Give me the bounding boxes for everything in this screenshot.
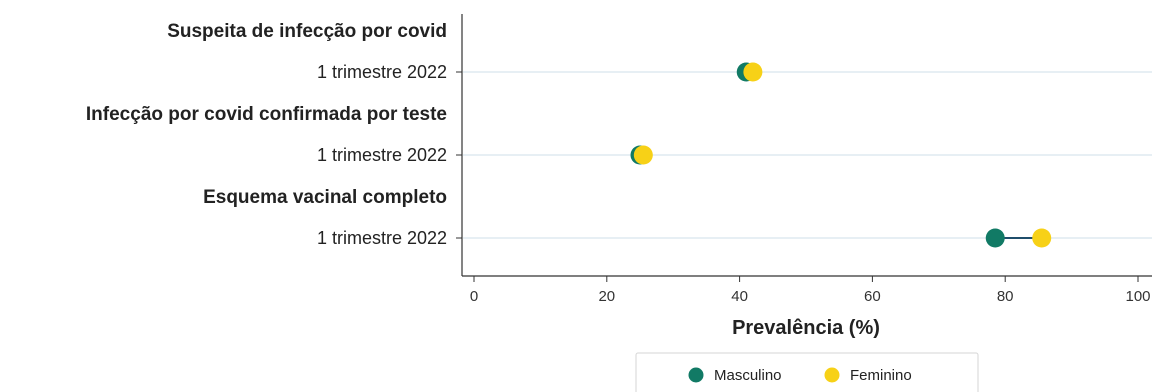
row-label-infeccao-por-covid-confirmada-por-teste: 1 trimestre 2022	[317, 145, 447, 165]
legend-box	[635, 352, 979, 392]
dot-feminino-suspeita-de-infeccao-por-covid	[743, 62, 763, 82]
legend-label-masculino: Masculino	[714, 367, 782, 384]
legend-marker-feminino	[824, 367, 840, 383]
x-tick-label-100: 100	[1125, 288, 1150, 305]
dot-feminino-esquema-vacinal-completo	[1032, 228, 1052, 248]
legend: Masculino Feminino	[635, 352, 979, 392]
x-tick-label-80: 80	[997, 288, 1014, 305]
dot-masculino-esquema-vacinal-completo	[985, 228, 1005, 248]
gridlines	[463, 71, 1152, 239]
x-tick-label-20: 20	[598, 288, 615, 305]
x-axis-title: Prevalência (%)	[732, 317, 880, 339]
row-label-suspeita-de-infeccao-por-covid: 1 trimestre 2022	[317, 62, 447, 82]
legend-marker-masculino	[688, 367, 704, 383]
dot-feminino-infeccao-por-covid-confirmada-por-teste	[633, 145, 653, 165]
category-labels: Suspeita de infecção por covid 1 trimestr…	[86, 21, 447, 248]
group-label-suspeita-de-infeccao-por-covid: Suspeita de infecção por covid	[167, 21, 447, 42]
data-marks	[630, 62, 1052, 248]
axes: 0 20 40 60 80 100	[456, 14, 1152, 305]
row-label-esquema-vacinal-completo: 1 trimestre 2022	[317, 228, 447, 248]
x-tick-label-60: 60	[864, 288, 881, 305]
group-label-infeccao-por-covid-confirmada-por-teste: Infecção por covid confirmada por teste	[86, 104, 447, 125]
legend-label-feminino: Feminino	[850, 367, 912, 384]
x-tick-label-0: 0	[470, 288, 478, 305]
group-label-esquema-vacinal-completo: Esquema vacinal completo	[203, 187, 447, 208]
x-tick-label-40: 40	[731, 288, 748, 305]
